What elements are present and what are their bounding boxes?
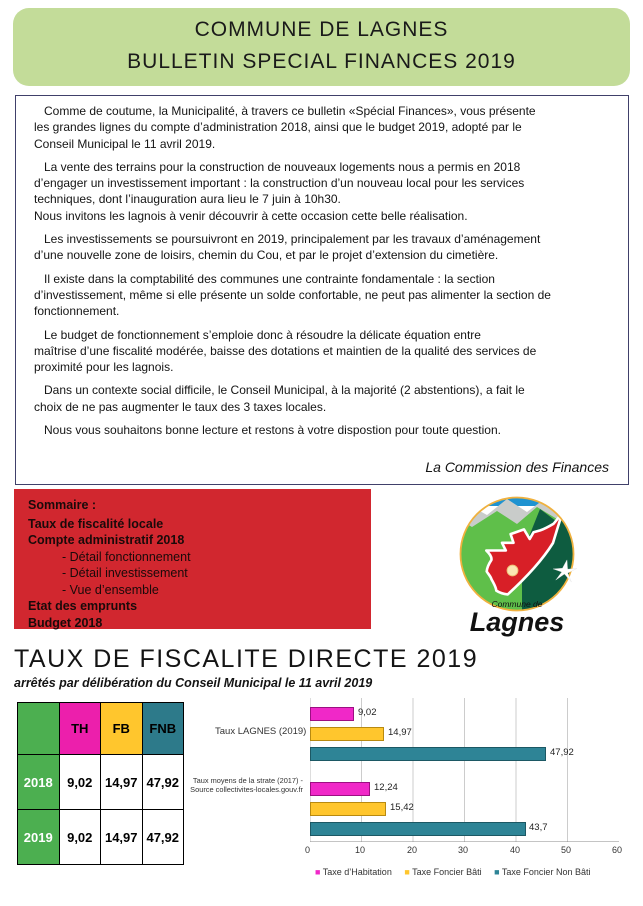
svg-text:Lagnes: Lagnes	[470, 607, 565, 637]
